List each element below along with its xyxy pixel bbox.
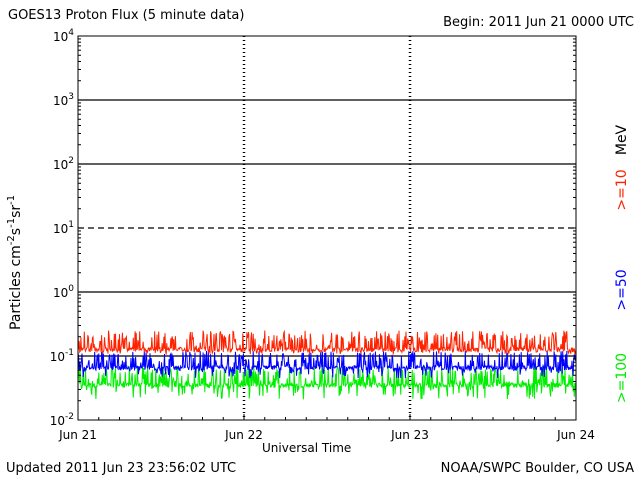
series-line [77, 365, 577, 400]
begin-time: Begin: 2011 Jun 21 0000 UTC [443, 15, 634, 30]
y-tick-label: 10-2 [50, 412, 74, 428]
x-tick-label: Jun 21 [58, 428, 97, 442]
x-axis-ticks: Jun 21 Jun 22 Jun 23 Jun 24 [58, 414, 595, 442]
y-tick-label: 10-1 [50, 348, 74, 364]
chart-title: GOES13 Proton Flux (5 minute data) [8, 8, 245, 23]
y-tick-label: 103 [53, 92, 74, 108]
updated-timestamp: Updated 2011 Jun 23 23:56:02 UTC [6, 461, 237, 476]
series-line [77, 329, 577, 356]
y-axis-label: Particles cm-2s-1sr-1 [6, 195, 24, 330]
y-tick-label: 102 [53, 156, 74, 172]
y-tick-label: 100 [53, 284, 74, 300]
x-tick-label: Jun 22 [224, 428, 263, 442]
legend-label: >=100 [614, 353, 630, 403]
grid-lines [78, 36, 576, 420]
x-tick-label: Jun 24 [556, 428, 595, 442]
credit-text: NOAA/SWPC Boulder, CO USA [440, 461, 634, 476]
units-label: MeV [614, 124, 630, 155]
y-tick-label: 101 [53, 220, 74, 236]
legend: MeV >=10 >=50 >=100 [614, 124, 630, 403]
series-layer [77, 329, 577, 400]
legend-label: >=50 [614, 269, 630, 310]
y-tick-label: 104 [53, 28, 74, 44]
x-axis-label: Universal Time [262, 441, 352, 455]
series-line [77, 350, 577, 379]
x-tick-label: Jun 23 [390, 428, 429, 442]
y-axis-ticks: 10-2 10-1 100 101 102 103 104 [50, 28, 576, 428]
legend-label: >=10 [614, 169, 630, 210]
